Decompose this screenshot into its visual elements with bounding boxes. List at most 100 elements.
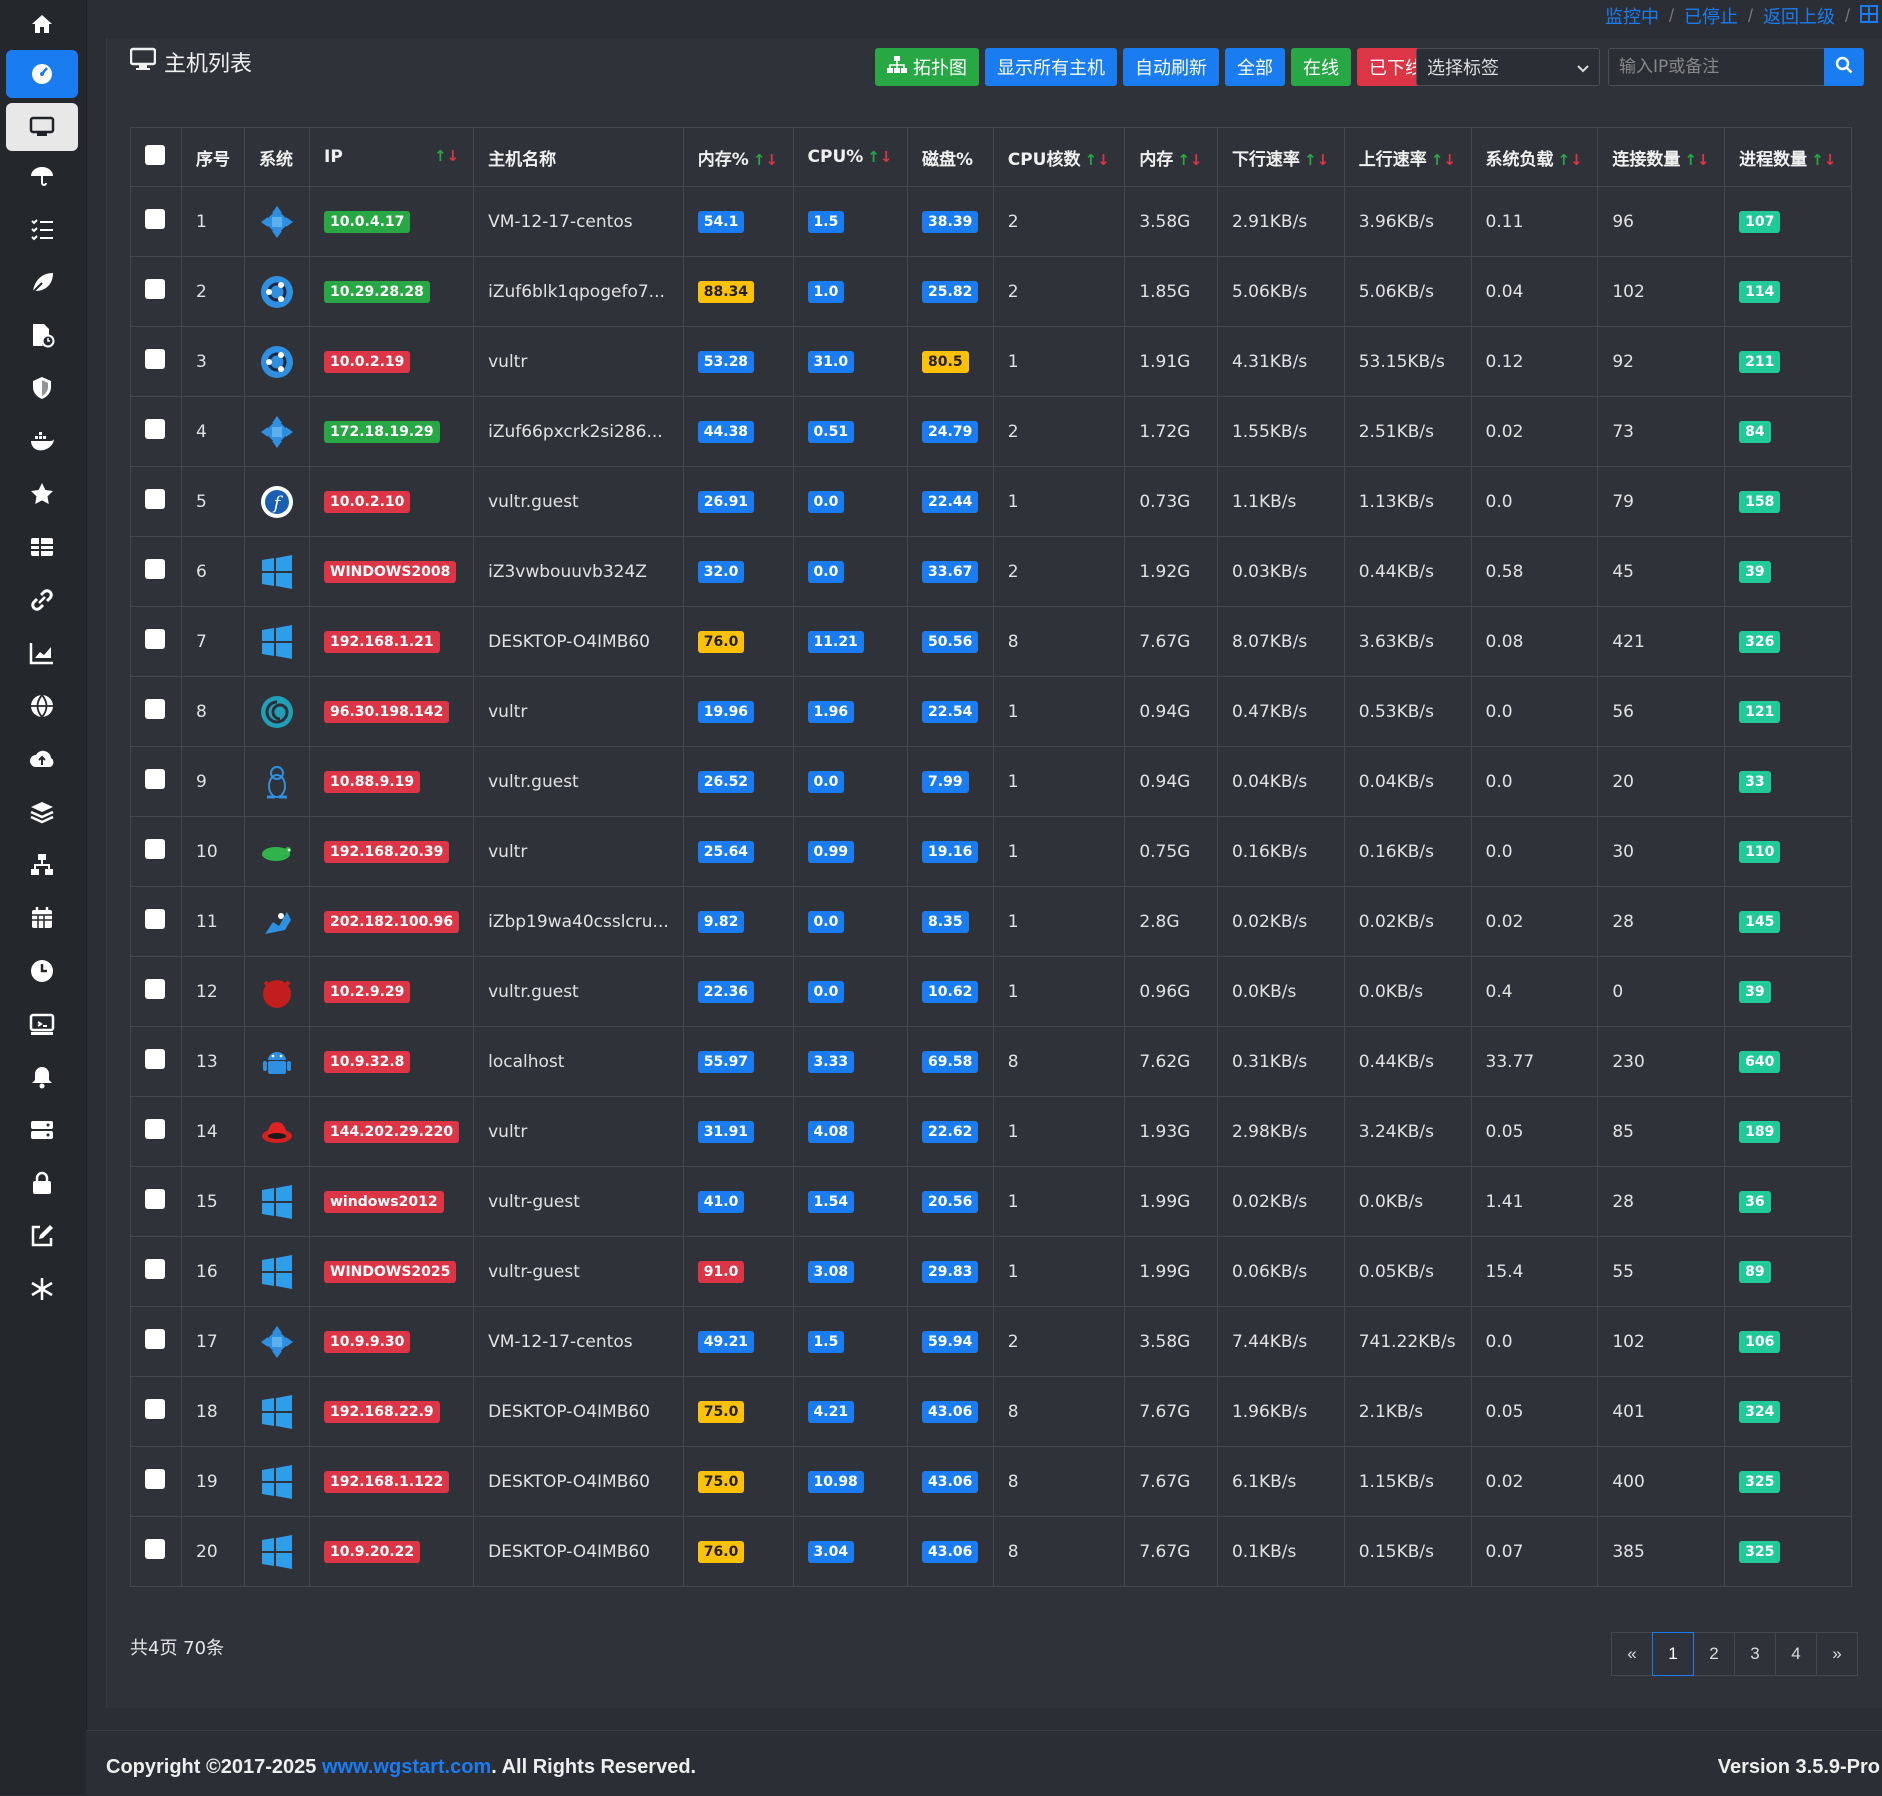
search-input[interactable] [1608, 48, 1824, 86]
ip-badge[interactable]: 192.168.1.122 [324, 1470, 450, 1493]
col-cpu-pct[interactable]: CPU% ↑↓ [792, 127, 909, 187]
sidebar-item-home[interactable] [6, 0, 78, 48]
tag-select[interactable]: 选择标签 [1416, 48, 1600, 86]
table-row[interactable]: 1 10.0.4.17 VM-12-17-centos 54.1 1.5 38.39 2 3.… [130, 186, 1852, 257]
table-row[interactable]: 17 10.9.9.30 VM-12-17-centos 49.21 1.5 59.94 2… [130, 1306, 1852, 1377]
row-checkbox[interactable] [145, 1539, 165, 1559]
table-row[interactable]: 3 10.0.2.19 vultr 53.28 31.0 80.5 1 1.91G 4.31KB… [130, 326, 1852, 397]
sort-icon[interactable]: ↑↓ [1430, 150, 1456, 169]
breadcrumb-monitoring[interactable]: 监控中 [1604, 7, 1659, 27]
table-row[interactable]: 16 WINDOWS2025 vultr-guest 91.0 3.08 29.83 1 1.… [130, 1236, 1852, 1307]
table-row[interactable]: 12 10.2.9.29 vultr.guest 22.36 0.0 10.62 1 0.96… [130, 956, 1852, 1027]
sidebar-item-cloud-upload[interactable] [6, 735, 78, 783]
topology-button[interactable]: 拓扑图 [875, 48, 979, 86]
table-row[interactable]: 13 10.9.32.8 localhost 55.97 3.33 69.58 8 7.62G… [130, 1026, 1852, 1097]
col-mem-pct[interactable]: 内存% ↑↓ [682, 127, 794, 187]
cell-ip[interactable]: WINDOWS2025 [308, 1236, 475, 1307]
sidebar-item-server[interactable] [6, 1106, 78, 1154]
sidebar-item-lock[interactable] [6, 1159, 78, 1207]
sidebar-item-remote[interactable] [6, 1000, 78, 1048]
row-checkbox[interactable] [145, 629, 165, 649]
ip-badge[interactable]: WINDOWS2025 [324, 1260, 457, 1283]
row-checkbox[interactable] [145, 1469, 165, 1489]
row-checkbox[interactable] [145, 769, 165, 789]
cell-ip[interactable]: 172.18.19.29 [308, 396, 475, 467]
sort-icon[interactable]: ↑↓ [1684, 150, 1710, 169]
sidebar-item-grid[interactable] [6, 523, 78, 571]
sidebar-item-clock[interactable] [6, 947, 78, 995]
ip-badge[interactable]: 10.88.9.19 [324, 770, 421, 793]
cell-ip[interactable]: 10.0.2.10 [308, 466, 475, 537]
ip-badge[interactable]: 202.182.100.96 [324, 910, 460, 933]
table-row[interactable]: 14 144.202.29.220 vultr 31.91 4.08 22.62 1 1.93… [130, 1096, 1852, 1167]
cell-ip[interactable]: 202.182.100.96 [308, 886, 475, 957]
pagination-next[interactable]: » [1816, 1632, 1858, 1676]
table-row[interactable]: 5 f 10.0.2.10 vultr.guest 26.91 0.0 22.44 1 0.73… [130, 466, 1852, 537]
cell-ip[interactable]: 192.168.22.9 [308, 1376, 475, 1447]
sidebar-item-globe[interactable] [6, 682, 78, 730]
row-checkbox[interactable] [145, 699, 165, 719]
sort-icon[interactable]: ↑↓ [1084, 150, 1110, 169]
sidebar-item-snowflake[interactable] [6, 1265, 78, 1313]
sidebar-item-tasks[interactable] [6, 205, 78, 253]
cell-ip[interactable]: 10.88.9.19 [308, 746, 475, 817]
sidebar-item-network[interactable] [6, 841, 78, 889]
pagination-prev[interactable]: « [1611, 1632, 1653, 1676]
sidebar-item-bell[interactable] [6, 1053, 78, 1101]
cell-ip[interactable]: windows2012 [308, 1166, 475, 1237]
row-checkbox[interactable] [145, 839, 165, 859]
cell-ip[interactable]: 10.9.20.22 [308, 1516, 475, 1587]
col-up[interactable]: 上行速率 ↑↓ [1343, 127, 1472, 187]
cell-ip[interactable]: 192.168.1.122 [308, 1446, 475, 1517]
row-checkbox[interactable] [145, 349, 165, 369]
col-ip[interactable]: IP ↑↓ [308, 127, 475, 187]
table-row[interactable]: 7 192.168.1.21 DESKTOP-O4IMB60 76.0 11.21 50.… [130, 606, 1852, 677]
sidebar-item-file-clock[interactable] [6, 311, 78, 359]
cell-ip[interactable]: 10.29.28.28 [308, 256, 475, 327]
table-row[interactable]: 18 192.168.22.9 DESKTOP-O4IMB60 75.0 4.21 43.… [130, 1376, 1852, 1447]
cell-ip[interactable]: 144.202.29.220 [308, 1096, 475, 1167]
ip-badge[interactable]: 10.0.2.19 [324, 350, 411, 373]
ip-badge[interactable]: 96.30.198.142 [324, 700, 450, 723]
sort-icon[interactable]: ↑↓ [1811, 150, 1837, 169]
sort-icon[interactable]: ↑↓ [433, 147, 460, 165]
site-link[interactable]: www.wgstart.com [321, 1756, 492, 1778]
row-checkbox[interactable] [145, 1189, 165, 1209]
sidebar-item-link[interactable] [6, 576, 78, 624]
sort-icon[interactable]: ↑↓ [867, 148, 893, 166]
table-row[interactable]: 10 192.168.20.39 vultr 25.64 0.99 19.16 1 0.75G… [130, 816, 1852, 887]
sidebar-item-leaf[interactable] [6, 258, 78, 306]
table-row[interactable]: 9 10.88.9.19 vultr.guest 26.52 0.0 7.99 1 0.94G… [130, 746, 1852, 817]
cell-ip[interactable]: 10.0.4.17 [308, 186, 475, 257]
pagination-page-2[interactable]: 2 [1693, 1632, 1735, 1676]
ip-badge[interactable]: 192.168.22.9 [324, 1400, 440, 1423]
sort-icon[interactable]: ↑↓ [1557, 150, 1583, 169]
pagination-page-3[interactable]: 3 [1734, 1632, 1776, 1676]
cell-ip[interactable]: 192.168.20.39 [308, 816, 475, 887]
cell-ip[interactable]: 10.2.9.29 [308, 956, 475, 1027]
breadcrumb-stopped[interactable]: 已停止 [1683, 7, 1738, 27]
table-row[interactable]: 11 202.182.100.96 iZbp19wa40csslcru... 9.82… [130, 886, 1852, 957]
table-row[interactable]: 20 10.9.20.22 DESKTOP-O4IMB60 76.0 3.04 43.06… [130, 1516, 1852, 1587]
auto-refresh-button[interactable]: 自动刷新 [1123, 48, 1219, 86]
table-row[interactable]: 2 10.29.28.28 iZuf6blk1qpogefo7... 88.34 1.0… [130, 256, 1852, 327]
sort-icon[interactable]: ↑↓ [752, 150, 778, 169]
sidebar-item-edit[interactable] [6, 1212, 78, 1260]
col-cpu-cores[interactable]: CPU核数 ↑↓ [992, 127, 1126, 187]
ip-badge[interactable]: 10.9.20.22 [324, 1540, 421, 1563]
search-button[interactable] [1824, 48, 1864, 86]
sidebar-item-chart[interactable] [6, 629, 78, 677]
cell-ip[interactable]: 10.9.9.30 [308, 1306, 475, 1377]
sidebar-item-monitor[interactable] [6, 103, 78, 151]
sort-icon[interactable]: ↑↓ [1177, 150, 1203, 169]
cell-ip[interactable]: 10.9.32.8 [308, 1026, 475, 1097]
cell-ip[interactable]: 10.0.2.19 [308, 326, 475, 397]
cell-ip[interactable]: 192.168.1.21 [308, 606, 475, 677]
sidebar-item-shield[interactable] [6, 364, 78, 412]
breadcrumb-back[interactable]: 返回上级 [1762, 7, 1835, 27]
ip-badge[interactable]: 10.29.28.28 [324, 280, 430, 303]
ip-badge[interactable]: 10.9.32.8 [324, 1050, 411, 1073]
filter-all-button[interactable]: 全部 [1225, 48, 1285, 86]
select-all-checkbox[interactable] [145, 144, 165, 165]
row-checkbox[interactable] [145, 279, 165, 299]
